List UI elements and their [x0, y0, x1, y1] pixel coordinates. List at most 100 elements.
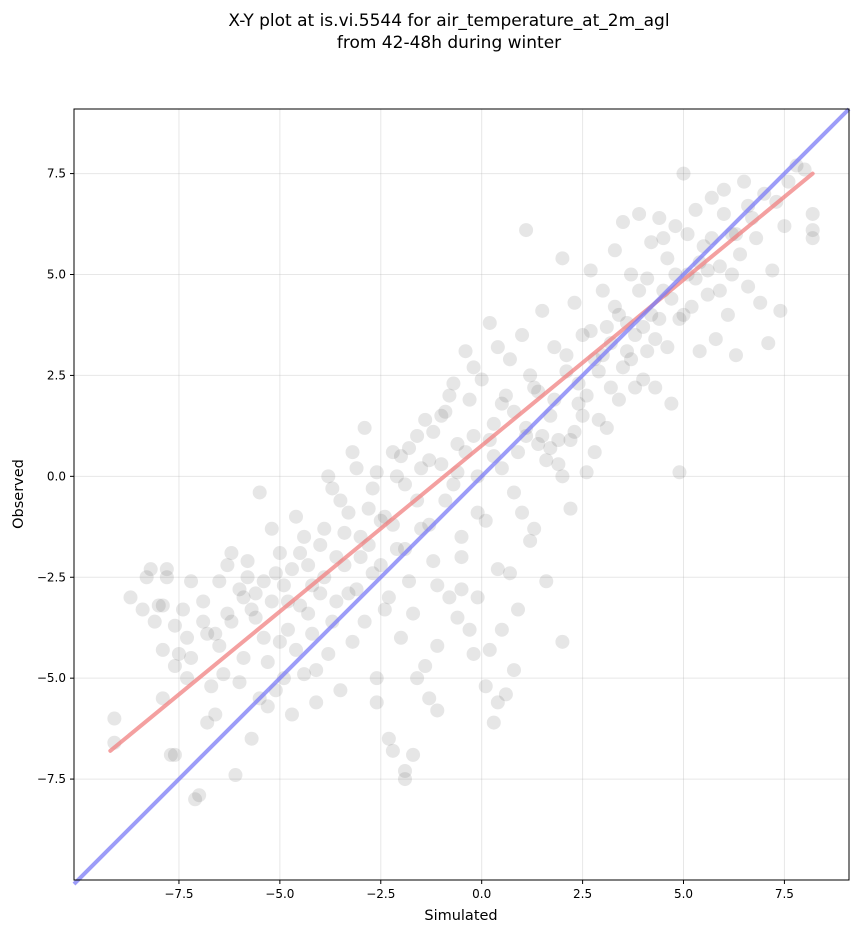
data-point-144	[676, 166, 691, 181]
data-point-171	[789, 158, 804, 173]
data-point-93	[482, 315, 497, 330]
data-point-90	[470, 505, 485, 520]
data-point-217	[716, 206, 731, 221]
data-point-119	[579, 465, 594, 480]
data-point-98	[502, 352, 517, 367]
data-point-229	[313, 586, 328, 601]
data-point-92	[478, 679, 493, 694]
data-point-220	[180, 630, 195, 645]
data-point-48	[301, 558, 316, 573]
data-point-56	[333, 683, 348, 698]
data-point-106	[531, 437, 546, 452]
data-point-166	[765, 263, 780, 278]
data-point-244	[494, 461, 509, 476]
data-point-205	[571, 376, 586, 391]
data-point-240	[446, 477, 461, 492]
data-point-178	[236, 650, 251, 665]
data-point-43	[280, 622, 295, 637]
chart-title-line-2: from 42-48h during winter	[337, 33, 561, 53]
data-point-236	[397, 541, 412, 556]
data-point-158	[733, 247, 748, 262]
data-point-19	[188, 792, 203, 807]
x-tick-label-2: −2.5	[366, 887, 395, 901]
data-point-280	[381, 590, 396, 605]
data-point-302	[648, 380, 663, 395]
data-point-134	[640, 271, 655, 286]
data-point-179	[248, 586, 263, 601]
data-point-253	[603, 336, 618, 351]
data-point-265	[167, 618, 182, 633]
y-axis-label: Observed	[11, 459, 27, 529]
data-point-34	[248, 610, 263, 625]
data-point-308	[486, 715, 501, 730]
data-point-62	[357, 614, 372, 629]
data-point-242	[470, 469, 485, 484]
data-point-125	[603, 380, 618, 395]
data-point-192	[402, 441, 417, 456]
data-point-225	[260, 655, 275, 670]
data-point-75	[410, 428, 425, 443]
x-tick-label-6: 7.5	[775, 887, 794, 901]
data-point-189	[365, 481, 380, 496]
data-point-126	[607, 243, 622, 258]
data-point-165	[761, 336, 776, 351]
data-point-29	[228, 768, 243, 783]
data-point-89	[466, 428, 481, 443]
data-point-284	[430, 578, 445, 593]
data-point-140	[664, 396, 679, 411]
data-point-135	[644, 235, 659, 250]
x-tick-label-5: 5.0	[674, 887, 693, 901]
data-point-281	[393, 449, 408, 464]
data-point-210	[632, 283, 647, 298]
data-point-68	[381, 731, 396, 746]
data-point-176	[212, 638, 227, 653]
data-point-111	[551, 457, 566, 472]
chart-title-line-1: X-Y plot at is.vi.5544 for air_temperatu…	[228, 11, 669, 31]
data-point-181	[268, 566, 283, 581]
data-point-255	[628, 328, 643, 343]
data-point-251	[579, 388, 594, 403]
data-point-172	[797, 162, 812, 177]
data-point-82	[438, 493, 453, 508]
data-point-177	[224, 614, 239, 629]
data-point-108	[539, 574, 554, 589]
data-point-162	[749, 231, 764, 246]
data-point-107	[535, 303, 550, 318]
reference-lines	[72, 107, 851, 886]
data-point-83	[442, 590, 457, 605]
data-point-269	[240, 570, 255, 585]
data-point-95	[490, 562, 505, 577]
data-point-69	[385, 445, 400, 460]
data-point-314	[397, 772, 412, 787]
data-point-35	[252, 485, 267, 500]
data-point-301	[636, 372, 651, 387]
data-point-99	[506, 485, 521, 500]
data-point-15	[171, 646, 186, 661]
data-point-296	[575, 408, 590, 423]
data-point-77	[418, 659, 433, 674]
data-point-223	[232, 675, 247, 690]
data-point-234	[373, 558, 388, 573]
data-point-25	[212, 574, 227, 589]
data-point-79	[426, 554, 441, 569]
data-point-279	[369, 465, 384, 480]
identity-line	[72, 107, 851, 886]
data-point-2	[123, 590, 138, 605]
data-point-310	[454, 582, 469, 597]
data-point-254	[615, 360, 630, 375]
x-tick-label-4: 2.5	[573, 887, 592, 901]
data-point-259	[676, 307, 691, 322]
data-point-278	[357, 420, 372, 435]
data-point-185	[317, 521, 332, 536]
data-point-194	[426, 424, 441, 439]
data-point-71	[393, 630, 408, 645]
data-point-31	[236, 590, 251, 605]
data-point-208	[607, 299, 622, 314]
data-point-58	[341, 586, 356, 601]
data-point-261	[700, 263, 715, 278]
data-point-295	[563, 501, 578, 516]
data-point-272	[284, 562, 299, 577]
data-point-41	[272, 634, 287, 649]
data-point-139	[660, 251, 675, 266]
data-point-100	[511, 602, 526, 617]
